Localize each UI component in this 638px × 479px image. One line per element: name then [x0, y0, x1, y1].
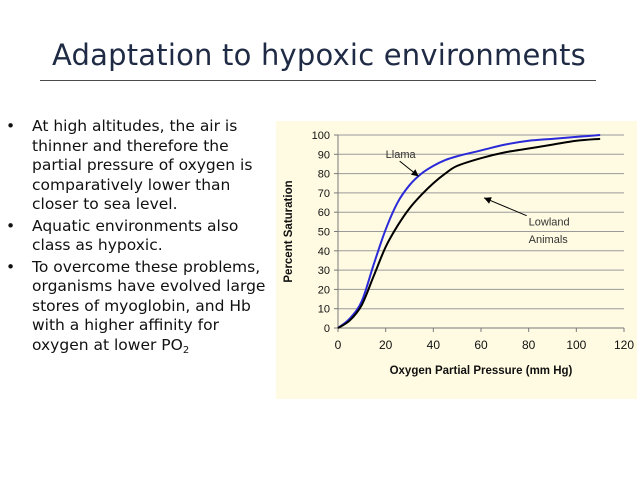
y-tick-label: 100 — [312, 130, 330, 142]
y-tick-label: 10 — [318, 304, 330, 316]
x-tick-label: 0 — [335, 338, 342, 352]
x-tick-label: 20 — [379, 338, 393, 352]
annotation-arrow-lowland — [483, 197, 527, 217]
bullet-text: Aquatic environments also class as hypox… — [32, 216, 239, 255]
y-tick-label: 70 — [318, 188, 330, 200]
series-line-llama — [337, 134, 601, 329]
y-tick-label: 0 — [324, 323, 330, 335]
y-tick-label: 50 — [318, 227, 330, 239]
bullet-dot: • — [6, 117, 16, 135]
title-underline — [40, 80, 596, 81]
y-tick-label: 30 — [318, 265, 330, 277]
slide-title: Adaptation to hypoxic environments — [52, 38, 586, 72]
bullet-subscript: 2 — [182, 344, 190, 356]
bullet-text: To overcome these problems, organisms ha… — [32, 257, 266, 354]
bullet-item: • Aquatic environments also class as hyp… — [6, 217, 272, 256]
y-tick-label: 20 — [318, 284, 330, 296]
bullet-item: • At high altitudes, the air is thinner … — [6, 117, 272, 215]
chart-panel: 0 10 20 30 40 50 60 70 80 90 100 0 20 40 60 80 100 120 Oxy… — [276, 121, 637, 399]
x-tick-label: 60 — [474, 338, 488, 352]
x-tick-label: 40 — [427, 338, 441, 352]
annotation-label: Llama — [386, 149, 417, 161]
x-axis-title: Oxygen Partial Pressure (mm Hg) — [390, 365, 573, 377]
bullet-dot: • — [6, 257, 16, 276]
annotation-label: Animals — [529, 234, 569, 246]
annotation-label: Lowland — [529, 217, 570, 229]
y-axis-title: Percent Saturation — [283, 180, 295, 282]
bullet-text: At high altitudes, the air is thinner an… — [32, 117, 253, 213]
bullet-dot: • — [6, 216, 16, 235]
y-tick-label: 40 — [318, 246, 330, 258]
y-tick-label: 60 — [318, 207, 330, 219]
x-tick-label: 80 — [522, 338, 536, 352]
x-tick-label: 120 — [614, 338, 634, 352]
y-tick-label: 80 — [318, 169, 330, 181]
bullet-list: • At high altitudes, the air is thinner … — [6, 117, 272, 362]
x-tick-label: 100 — [566, 338, 586, 352]
oxygen-dissociation-chart: 0 10 20 30 40 50 60 70 80 90 100 0 20 40 60 80 100 120 Oxy… — [283, 130, 634, 377]
y-tick-label: 90 — [318, 149, 330, 161]
series-line-lowland-animals — [337, 137, 601, 329]
annotation-arrow-lowland-head — [484, 197, 492, 204]
bullet-item: • To overcome these problems, organisms … — [6, 258, 272, 361]
annotation-arrow-llama-head — [410, 169, 419, 177]
